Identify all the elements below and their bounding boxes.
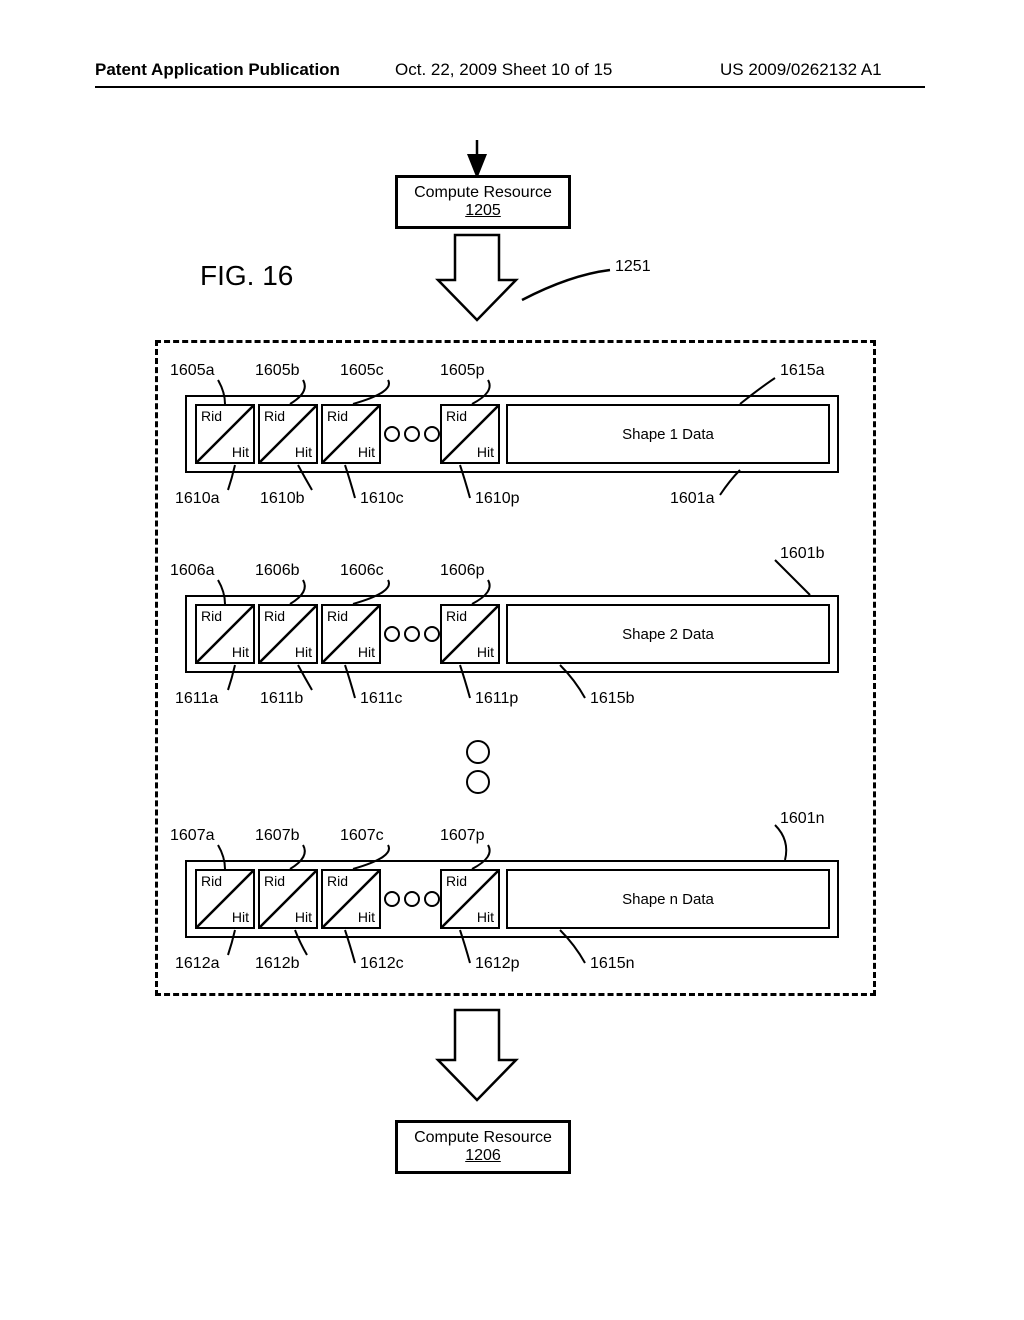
compute-top-num: 1205 bbox=[408, 202, 558, 220]
ref-1606a: 1606a bbox=[170, 562, 215, 580]
hit-label: Hit bbox=[358, 444, 375, 460]
compute-bottom-num: 1206 bbox=[408, 1147, 558, 1165]
ref-1611c: 1611c bbox=[360, 690, 402, 708]
rown-shape-data: Shape n Data bbox=[506, 869, 830, 929]
ref-1611p: 1611p bbox=[475, 690, 518, 708]
row2-cell-a: Rid Hit bbox=[195, 604, 255, 664]
rid-label: Rid bbox=[201, 608, 222, 624]
header-right: US 2009/0262132 A1 bbox=[720, 60, 882, 80]
row2-cell-p: Rid Hit bbox=[440, 604, 500, 664]
rid-label: Rid bbox=[201, 873, 222, 889]
ref-1611a: 1611a bbox=[175, 690, 218, 708]
ref-1610b: 1610b bbox=[260, 490, 305, 508]
rid-label: Rid bbox=[201, 408, 222, 424]
ref-1612b: 1612b bbox=[255, 955, 300, 973]
header-rule bbox=[95, 86, 925, 88]
row1-cell-p: Rid Hit bbox=[440, 404, 500, 464]
rid-label: Rid bbox=[264, 408, 285, 424]
ref-1612a: 1612a bbox=[175, 955, 220, 973]
rown-cell-b: Rid Hit bbox=[258, 869, 318, 929]
ref-1607a: 1607a bbox=[170, 827, 215, 845]
compute-top-name: Compute Resource bbox=[408, 184, 558, 202]
row1-hdots bbox=[384, 426, 440, 442]
header-mid: Oct. 22, 2009 Sheet 10 of 15 bbox=[395, 60, 612, 80]
rown-cell-a: Rid Hit bbox=[195, 869, 255, 929]
vdot-1 bbox=[466, 740, 490, 764]
rid-label: Rid bbox=[264, 873, 285, 889]
header-left: Patent Application Publication bbox=[95, 60, 340, 80]
ref-1601b: 1601b bbox=[780, 545, 825, 563]
rid-label: Rid bbox=[446, 873, 467, 889]
ref-1612p: 1612p bbox=[475, 955, 520, 973]
rown-cell-c: Rid Hit bbox=[321, 869, 381, 929]
hit-label: Hit bbox=[358, 644, 375, 660]
row1-cell-b: Rid Hit bbox=[258, 404, 318, 464]
figure-title: FIG. 16 bbox=[200, 260, 293, 292]
ref-1615n: 1615n bbox=[590, 955, 635, 973]
ref-1610a: 1610a bbox=[175, 490, 220, 508]
rid-label: Rid bbox=[264, 608, 285, 624]
page: Patent Application Publication Oct. 22, … bbox=[0, 0, 1024, 1320]
rid-label: Rid bbox=[327, 608, 348, 624]
hit-label: Hit bbox=[232, 444, 249, 460]
ref-1607b: 1607b bbox=[255, 827, 300, 845]
rown-cell-p: Rid Hit bbox=[440, 869, 500, 929]
hit-label: Hit bbox=[477, 644, 494, 660]
ref-1607c: 1607c bbox=[340, 827, 384, 845]
ref-1615b: 1615b bbox=[590, 690, 635, 708]
ref-1601n: 1601n bbox=[780, 810, 825, 828]
ref-1606p: 1606p bbox=[440, 562, 485, 580]
rid-label: Rid bbox=[327, 408, 348, 424]
vdot-2 bbox=[466, 770, 490, 794]
hit-label: Hit bbox=[295, 444, 312, 460]
ref-1601a: 1601a bbox=[670, 490, 715, 508]
row1-cell-a: Rid Hit bbox=[195, 404, 255, 464]
compute-resource-bottom: Compute Resource 1206 bbox=[395, 1120, 571, 1174]
hit-label: Hit bbox=[295, 644, 312, 660]
row1-cell-c: Rid Hit bbox=[321, 404, 381, 464]
row2-cell-c: Rid Hit bbox=[321, 604, 381, 664]
hit-label: Hit bbox=[232, 644, 249, 660]
ref-1606b: 1606b bbox=[255, 562, 300, 580]
ref-1612c: 1612c bbox=[360, 955, 404, 973]
ref-1605b: 1605b bbox=[255, 362, 300, 380]
rown-hdots bbox=[384, 891, 440, 907]
row2-hdots bbox=[384, 626, 440, 642]
row1-shape-data: Shape 1 Data bbox=[506, 404, 830, 464]
ref-1605c: 1605c bbox=[340, 362, 384, 380]
ref-1615a: 1615a bbox=[780, 362, 825, 380]
ref-1251: 1251 bbox=[615, 258, 651, 276]
ref-1610c: 1610c bbox=[360, 490, 404, 508]
ref-1605a: 1605a bbox=[170, 362, 215, 380]
row2-shape-data: Shape 2 Data bbox=[506, 604, 830, 664]
ref-1605p: 1605p bbox=[440, 362, 485, 380]
rid-label: Rid bbox=[446, 608, 467, 624]
ref-1607p: 1607p bbox=[440, 827, 485, 845]
row2-cell-b: Rid Hit bbox=[258, 604, 318, 664]
ref-1610p: 1610p bbox=[475, 490, 520, 508]
ref-1611b: 1611b bbox=[260, 690, 303, 708]
ref-1606c: 1606c bbox=[340, 562, 384, 580]
hit-label: Hit bbox=[232, 909, 249, 925]
compute-resource-top: Compute Resource 1205 bbox=[395, 175, 571, 229]
hit-label: Hit bbox=[295, 909, 312, 925]
hit-label: Hit bbox=[477, 909, 494, 925]
hit-label: Hit bbox=[477, 444, 494, 460]
compute-bottom-name: Compute Resource bbox=[408, 1129, 558, 1147]
rid-label: Rid bbox=[327, 873, 348, 889]
rid-label: Rid bbox=[446, 408, 467, 424]
hit-label: Hit bbox=[358, 909, 375, 925]
